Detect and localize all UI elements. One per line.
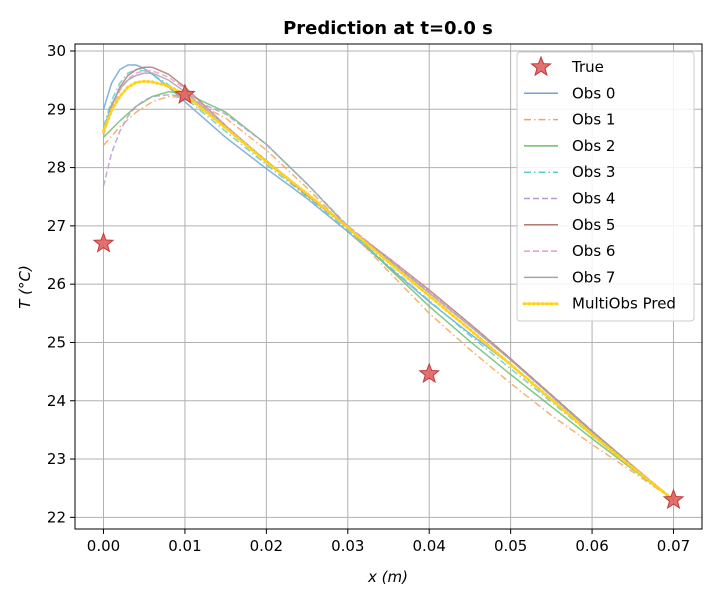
plot-frame [74,43,703,530]
legend-marker-true [530,55,552,77]
y-tick-label: 23 [47,450,66,468]
series-line-obs-3 [102,68,674,501]
legend-label: Obs 0 [572,84,615,102]
legend-label: Obs 5 [572,216,615,234]
series-line-multiobs-pred [102,79,675,502]
legend: True Obs 0 Obs 1 Obs 2 Obs 3 Obs 4 Obs 5 Obs 6 O… [516,51,695,322]
x-tick-label: 0.04 [413,537,446,555]
x-tick-label: 0.02 [250,537,283,555]
true-point-marker [418,362,441,384]
true-markers [92,83,685,510]
y-tick-label: 27 [47,217,66,235]
x-tick-label: 0.05 [494,537,527,555]
series-line-obs-1 [102,95,674,501]
legend-label: Obs 1 [572,111,615,129]
legend-label: MultiObs Pred [572,295,676,313]
x-tick-label: 0.00 [87,537,120,555]
legend-label: Obs 4 [572,190,615,208]
y-axis-label: T (°C) [16,265,34,309]
y-tick-label: 28 [47,159,66,177]
legend-label: True [571,58,604,76]
true-point-marker [174,83,196,104]
y-tick-label: 29 [47,100,66,118]
x-tick-label: 0.07 [657,537,690,555]
chart-title: Prediction at t=0.0 s [283,18,493,39]
series-layer [102,64,675,502]
x-axis-label: x (m) [367,568,408,586]
legend-label: Obs 3 [572,163,615,181]
legend-label: Obs 7 [572,268,615,286]
y-tick-label: 30 [47,42,66,60]
legend-box [516,51,695,322]
x-axis: 0.00 0.01 0.02 0.03 0.04 0.05 0.06 0.07 [87,529,690,555]
true-point-marker [92,231,115,253]
y-tick-label: 24 [47,392,66,410]
x-tick-label: 0.06 [575,537,608,555]
legend-label: Obs 2 [572,137,615,155]
y-tick-label: 26 [47,275,66,293]
x-tick-label: 0.01 [168,537,201,555]
true-point-marker [662,488,685,510]
y-tick-label: 25 [47,333,66,351]
y-tick-label: 22 [47,508,66,526]
y-axis: 22 23 24 25 26 27 28 29 30 [47,42,75,526]
legend-label: Obs 6 [572,242,615,260]
x-tick-label: 0.03 [331,537,364,555]
